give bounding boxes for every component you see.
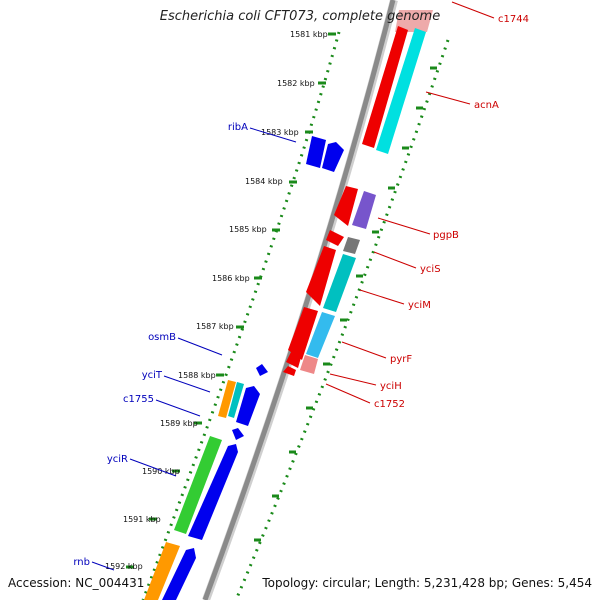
gene-label-pyrF[interactable]: pyrF <box>390 354 412 365</box>
scale-label: 1588 kbp <box>178 371 216 380</box>
reverse-strand-genes <box>283 10 433 376</box>
gene-label-c1755[interactable]: c1755 <box>123 394 154 405</box>
gene-label-yciM[interactable]: yciM <box>408 300 431 311</box>
scale-label: 1591 kbp <box>123 515 161 524</box>
right-gene-labels: c1744 acnA pgpB yciS yciM pyrF yciH c175… <box>374 14 529 410</box>
outer-ticks <box>254 66 437 542</box>
gene-rnb-orange[interactable] <box>144 542 180 600</box>
gene-label-yciR[interactable]: yciR <box>107 454 128 465</box>
scale-labels: 1581 kbp 1582 kbp 1583 kbp 1584 kbp 1585… <box>105 30 328 571</box>
gene-yciH-red[interactable] <box>286 350 302 368</box>
gene-rnb-blue[interactable] <box>162 548 196 600</box>
leader-lines-left <box>91 127 297 571</box>
gene-label-c1752[interactable]: c1752 <box>374 399 405 410</box>
accession-text: Accession: NC_004431 <box>8 576 145 590</box>
scale-label: 1582 kbp <box>277 79 315 88</box>
gene-label-pgpB[interactable]: pgpB <box>433 230 459 241</box>
left-gene-labels: ribA osmB yciT c1755 yciR rnb <box>73 122 248 568</box>
genome-backbone <box>202 0 398 600</box>
gene-label-yciH[interactable]: yciH <box>380 381 402 392</box>
forward-strand-genes <box>144 136 344 600</box>
gene-label-yciT[interactable]: yciT <box>142 370 163 381</box>
gene-label-yciS[interactable]: yciS <box>420 264 441 275</box>
scale-label: 1592 kbp <box>105 562 143 571</box>
gene-c1752[interactable] <box>283 366 296 376</box>
scale-label: 1589 kbp <box>160 419 198 428</box>
gene-yciS-red[interactable] <box>326 230 344 246</box>
inner-dotted-track <box>141 31 341 600</box>
scale-label: 1587 kbp <box>196 322 234 331</box>
genome-backbone-core <box>202 0 396 600</box>
gene-osmB[interactable] <box>256 364 268 376</box>
scale-label: 1590 kbp <box>142 467 180 476</box>
gene-label-acnA[interactable]: acnA <box>474 100 499 111</box>
gene-pyrF-skyblue[interactable] <box>306 312 335 358</box>
gene-yciT-teal[interactable] <box>228 382 244 418</box>
gene-label-rnb[interactable]: rnb <box>73 557 90 568</box>
scale-label: 1581 kbp <box>290 30 328 39</box>
gene-label-osmB[interactable]: osmB <box>148 332 176 343</box>
gene-yciH-pink[interactable] <box>300 355 318 374</box>
gene-pgpB-purple[interactable] <box>352 191 376 229</box>
gene-acnA-red[interactable] <box>362 26 408 148</box>
gene-yciR-green[interactable] <box>174 436 222 534</box>
gene-ribA-2[interactable] <box>322 142 344 172</box>
gene-label-ribA[interactable]: ribA <box>228 122 248 133</box>
gene-pyrF-red[interactable] <box>288 307 318 360</box>
scale-label: 1583 kbp <box>261 128 299 137</box>
gene-ribA-1[interactable] <box>306 136 326 168</box>
gene-yciT-orange[interactable] <box>218 380 236 418</box>
scale-label: 1586 kbp <box>212 274 250 283</box>
gene-yciR-blue[interactable] <box>188 444 238 540</box>
gene-c1755[interactable] <box>236 386 260 426</box>
leader-lines-right <box>325 1 495 404</box>
gene-yciM-teal[interactable] <box>323 254 356 312</box>
scale-label: 1584 kbp <box>245 177 283 186</box>
gene-label-c1744[interactable]: c1744 <box>498 14 529 25</box>
gene-pgpB-red[interactable] <box>334 186 358 226</box>
gene-small-blue[interactable] <box>232 428 244 440</box>
scale-label: 1585 kbp <box>229 225 267 234</box>
gene-acnA-cyan[interactable] <box>376 28 426 154</box>
genome-summary-text: Topology: circular; Length: 5,231,428 bp… <box>262 576 592 590</box>
gene-yciS-gray[interactable] <box>343 237 360 254</box>
map-title: Escherichia coli CFT073, complete genome <box>159 9 441 24</box>
scale-ticks <box>126 32 336 569</box>
gene-c1744[interactable] <box>395 10 433 32</box>
gene-yciM-red[interactable] <box>306 246 336 306</box>
